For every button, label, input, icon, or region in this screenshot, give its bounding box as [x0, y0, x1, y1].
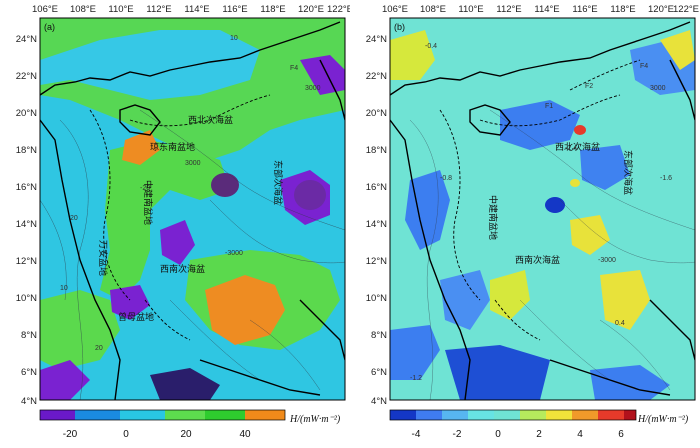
panel-a: (a) 3000 3000 -3000 10 20 -20 20 10 F4 琼…	[0, 0, 353, 443]
contour-label: -0.4	[425, 43, 437, 50]
place-label: 西北次海盆	[188, 114, 233, 126]
contour-label: -1.2	[410, 375, 422, 382]
lat-ticks-left: 24°N 22°N 20°N 18°N 16°N 14°N 12°N 10°N …	[366, 34, 387, 407]
svg-text:20: 20	[180, 429, 192, 440]
place-label: 东部次海盆	[622, 150, 634, 195]
svg-text:6°N: 6°N	[371, 367, 387, 378]
place-label: 中建南盆地	[142, 180, 154, 225]
svg-text:108°E: 108°E	[70, 4, 96, 15]
contour-label: 20	[95, 345, 103, 352]
contour-label: 10	[60, 285, 68, 292]
svg-text:22°N: 22°N	[16, 71, 37, 82]
contour-label: 0.4	[615, 320, 625, 327]
colorbar-a: -20 0 20 40 H/(mW·m⁻²)	[39, 409, 341, 440]
contour-label: -3000	[598, 257, 616, 264]
contour-label: -0.8	[440, 175, 452, 182]
svg-text:16°N: 16°N	[366, 182, 387, 193]
svg-text:110°E: 110°E	[108, 4, 133, 15]
contour-label: -2.4	[565, 145, 577, 152]
svg-text:H/(mW·m⁻²): H/(mW·m⁻²)	[289, 414, 341, 425]
panel-a-map: (a) 3000 3000 -3000 10 20 -20 20 10 F4 琼…	[16, 4, 353, 440]
svg-text:12°N: 12°N	[16, 256, 37, 267]
contour-label: 10	[230, 35, 238, 42]
place-label: 中建南盆地	[487, 195, 499, 240]
place-label: 琼东南盆地	[150, 141, 195, 153]
svg-text:18°N: 18°N	[16, 145, 37, 156]
svg-text:14°N: 14°N	[16, 219, 37, 230]
contour-label: F4	[290, 65, 298, 72]
svg-text:112°E: 112°E	[146, 4, 171, 15]
svg-text:14°N: 14°N	[366, 219, 387, 230]
contour-label: 3000	[185, 160, 201, 167]
svg-text:120°E: 120°E	[648, 4, 674, 15]
svg-text:20°N: 20°N	[16, 108, 37, 119]
svg-text:22°N: 22°N	[366, 71, 387, 82]
contour-label: F4	[640, 63, 648, 70]
contour-label: 3000	[650, 85, 666, 92]
lon-ticks-top: 106°E 108°E 110°E 112°E 114°E 116°E 118°…	[382, 4, 699, 15]
svg-text:6: 6	[618, 429, 624, 440]
svg-text:110°E: 110°E	[458, 4, 483, 15]
svg-text:H/(mW·m⁻²): H/(mW·m⁻²)	[637, 414, 689, 425]
svg-text:10°N: 10°N	[366, 293, 387, 304]
svg-text:12°N: 12°N	[366, 256, 387, 267]
place-label: 东部次海盆	[272, 160, 284, 205]
svg-text:0: 0	[123, 429, 129, 440]
place-label: 西南次海盆	[515, 254, 560, 266]
svg-text:4°N: 4°N	[371, 396, 387, 407]
svg-text:108°E: 108°E	[420, 4, 446, 15]
place-label: 万安盆地	[97, 240, 109, 276]
svg-text:-20: -20	[63, 429, 78, 440]
svg-text:24°N: 24°N	[16, 34, 37, 45]
svg-text:114°E: 114°E	[184, 4, 209, 15]
contour-label: -1.6	[660, 175, 672, 182]
svg-text:116°E: 116°E	[572, 4, 597, 15]
lon-ticks-top: 106°E 108°E 110°E 112°E 114°E 116°E 118°…	[32, 4, 353, 15]
place-label: 西南次海盆	[160, 263, 205, 275]
contour-label: F2	[585, 83, 593, 90]
svg-text:-2: -2	[453, 429, 462, 440]
svg-text:118°E: 118°E	[610, 4, 635, 15]
svg-text:116°E: 116°E	[222, 4, 247, 15]
svg-text:40: 40	[239, 429, 251, 440]
contour-label: 3000	[305, 85, 321, 92]
svg-text:122°E: 122°E	[673, 4, 699, 15]
svg-text:4°N: 4°N	[21, 396, 37, 407]
lat-ticks-left: 24°N 22°N 20°N 18°N 16°N 14°N 12°N 10°N …	[16, 34, 37, 407]
svg-text:10°N: 10°N	[16, 293, 37, 304]
svg-text:114°E: 114°E	[534, 4, 559, 15]
svg-text:24°N: 24°N	[366, 34, 387, 45]
panel-b-label: (b)	[394, 22, 405, 32]
contour-label: F1	[545, 103, 553, 110]
svg-text:8°N: 8°N	[371, 330, 387, 341]
svg-text:4: 4	[577, 429, 583, 440]
svg-text:112°E: 112°E	[496, 4, 521, 15]
place-label: 西北次海盆	[555, 141, 600, 153]
svg-text:120°E: 120°E	[298, 4, 324, 15]
contour-label: -3000	[225, 250, 243, 257]
svg-text:-4: -4	[412, 429, 421, 440]
svg-text:0: 0	[495, 429, 501, 440]
panel-a-label: (a)	[44, 22, 55, 32]
svg-text:8°N: 8°N	[21, 330, 37, 341]
svg-text:2: 2	[536, 429, 542, 440]
svg-text:106°E: 106°E	[382, 4, 408, 15]
panel-b-map: (b) -0.4 -0.8 -1.2 -1.6 0.4 3000 -3000 -…	[366, 4, 699, 440]
contour-label: 20	[70, 215, 78, 222]
svg-text:6°N: 6°N	[21, 367, 37, 378]
svg-text:106°E: 106°E	[32, 4, 58, 15]
svg-text:122°E: 122°E	[327, 4, 350, 15]
place-label: 曾母盆地	[118, 311, 154, 323]
contour-label: -20	[140, 185, 150, 192]
svg-text:118°E: 118°E	[260, 4, 285, 15]
svg-text:18°N: 18°N	[366, 145, 387, 156]
svg-text:16°N: 16°N	[16, 182, 37, 193]
panel-b: (b) -0.4 -0.8 -1.2 -1.6 0.4 3000 -3000 -…	[350, 0, 700, 443]
colorbar-b: -4 -2 0 2 4 6 H/(mW·m⁻²)	[389, 409, 689, 440]
svg-text:20°N: 20°N	[366, 108, 387, 119]
